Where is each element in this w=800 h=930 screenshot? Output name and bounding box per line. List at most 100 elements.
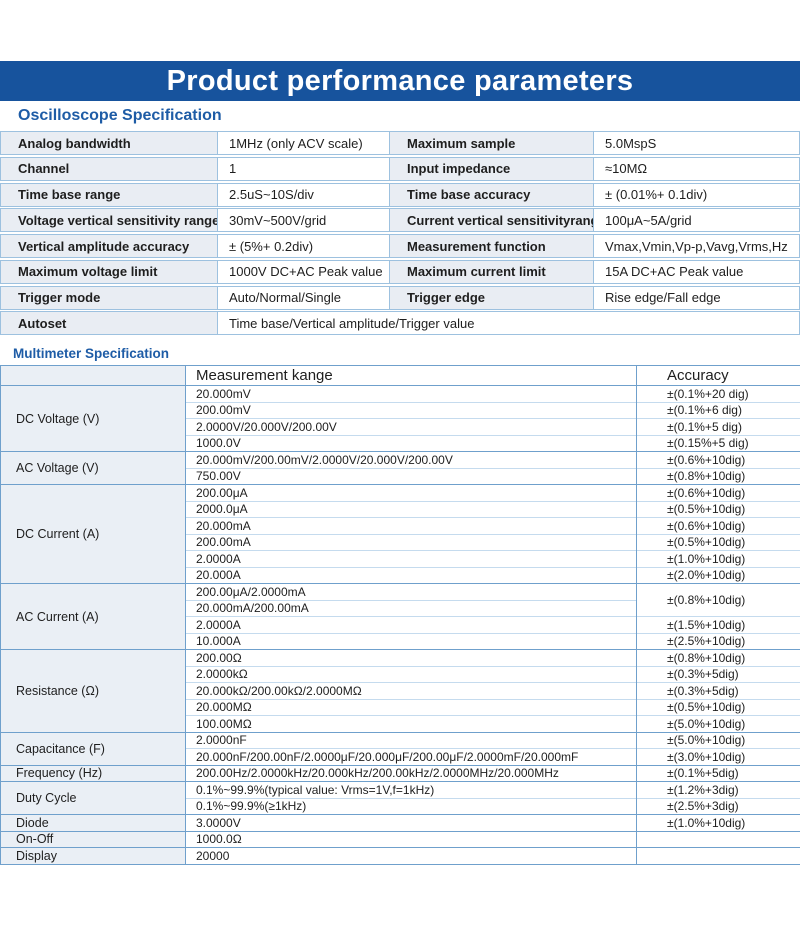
osc-spec-label: Input impedance <box>390 157 594 180</box>
mm-spec-row: 20.000A ±(2.0%+10dig) <box>1 566 800 584</box>
mm-group-label: Diode <box>0 814 186 831</box>
mm-accuracy-cell: ±(1.0%+10dig) <box>636 814 800 831</box>
mm-accuracy-cell: ±(0.1%+5 dig) <box>636 418 800 435</box>
mm-accuracy-cell: ±(0.8%+10dig) <box>636 467 800 485</box>
mm-range-cell: 0.1%~99.9%(typical value: Vrms=1V,f=1kHz… <box>185 781 637 798</box>
osc-spec-value: ± (0.01%+ 0.1div) <box>605 187 708 202</box>
mm-spec-row: 20.000MΩ ±(0.5%+10dig) <box>1 698 800 716</box>
osc-spec-value: Auto/Normal/Single <box>218 286 390 309</box>
mm-range-cell: 20.000mA <box>185 517 637 534</box>
mm-spec-row: 2.0000kΩ ±(0.3%+5dig) <box>1 665 800 683</box>
osc-spec-row: Autoset Time base/Vertical amplitude/Trig… <box>0 311 800 336</box>
mm-accuracy-cell <box>636 847 800 864</box>
mm-accuracy-cell: ±(0.1%+5dig) <box>636 764 800 782</box>
mm-accuracy-cell: ±(0.15%+5 dig) <box>636 434 800 452</box>
mm-accuracy-cell: ±(2.0%+10dig) <box>636 566 800 584</box>
mm-spec-row: Capacitance (F) 2.0000nF ±(5.0%+10dig) <box>0 731 800 765</box>
mm-group-label: Capacitance (F) <box>0 731 186 765</box>
oscilloscope-spec-table: Analog bandwidth 1MHz (only ACV scale) Max… <box>0 131 800 337</box>
mm-range-cell: 2.0000A <box>185 616 637 633</box>
mm-range-cell: 200.00μA/2.0000mA <box>185 583 637 600</box>
mm-header-empty <box>0 365 186 386</box>
osc-spec-label: Maximum current limit <box>390 260 594 283</box>
mm-accuracy-cell: ±(0.1%+20 dig) <box>636 385 800 402</box>
osc-spec-label: Analog bandwidth <box>1 132 218 154</box>
mm-accuracy-cell: ±(0.5%+10dig) <box>636 698 800 716</box>
mm-accuracy-cell: ±(0.3%+5dig) <box>636 665 800 683</box>
mm-accuracy-cell: ±(2.5%+3dig) <box>636 797 800 815</box>
mm-spec-row: On-Off 1000.0Ω <box>0 830 800 848</box>
mm-accuracy-cell: ±(0.8%+10dig) <box>636 583 800 617</box>
osc-spec-value: Rise edge/Fall edge <box>605 290 721 305</box>
mm-group-label: Resistance (Ω) <box>0 649 186 732</box>
mm-range-cell: 20.000nF/200.00nF/2.0000μF/20.000μF/200.… <box>185 748 637 765</box>
mm-accuracy-cell: ±(5.0%+10dig) <box>636 731 800 749</box>
mm-spec-row: Diode 3.0000V ±(1.0%+10dig) <box>0 814 800 831</box>
mm-range-cell: 20.000kΩ/200.00kΩ/2.0000MΩ <box>185 682 637 699</box>
osc-spec-row: Analog bandwidth 1MHz (only ACV scale) Max… <box>0 131 800 155</box>
mm-spec-row: 0.1%~99.9%(≥1kHz) ±(2.5%+3dig) <box>1 797 800 815</box>
mm-range-cell: 2.0000nF <box>185 731 637 749</box>
mm-spec-row: 20.000mA/200.00mA <box>1 599 800 617</box>
multimeter-table-header: Measurement kange Accuracy <box>0 365 800 386</box>
mm-spec-row: AC Voltage (V) 20.000mV/200.00mV/2.0000V/… <box>0 451 800 485</box>
osc-spec-value: 5.0MspS <box>605 135 657 151</box>
osc-spec-label: Measurement function <box>390 235 594 257</box>
mm-spec-row: 2000.0μA ±(0.5%+10dig) <box>1 500 800 518</box>
multimeter-section-title: Multimeter Specification <box>13 346 170 361</box>
mm-accuracy-cell <box>636 830 800 848</box>
mm-spec-row: 20.000kΩ/200.00kΩ/2.0000MΩ ±(0.3%+5dig) <box>1 682 800 699</box>
osc-spec-label: Vertical amplitude accuracy <box>1 235 218 257</box>
mm-header-range: Measurement kange <box>185 365 637 386</box>
osc-spec-value: 30mV~500V/grid <box>218 209 390 232</box>
mm-spec-row: 200.00mV ±(0.1%+6 dig) <box>1 401 800 419</box>
mm-spec-row: 20.000mA ±(0.6%+10dig) <box>1 517 800 534</box>
mm-group-label: AC Voltage (V) <box>0 451 186 485</box>
mm-accuracy-cell: ±(1.2%+3dig) <box>636 781 800 798</box>
mm-accuracy-cell: ±(0.5%+10dig) <box>636 533 800 551</box>
osc-spec-label: Time base range <box>1 183 218 206</box>
mm-range-cell: 1000.0Ω <box>185 830 637 848</box>
mm-accuracy-cell: ±(0.6%+10dig) <box>636 517 800 534</box>
mm-accuracy-cell: ±(3.0%+10dig) <box>636 748 800 765</box>
mm-spec-row: DC Current (A) 200.00μA ±(0.6%+10dig) <box>0 484 800 584</box>
mm-spec-row: 200.00mA ±(0.5%+10dig) <box>1 533 800 551</box>
mm-spec-row: 1000.0V ±(0.15%+5 dig) <box>1 434 800 452</box>
mm-accuracy-cell: ±(0.6%+10dig) <box>636 451 800 468</box>
osc-spec-label: Trigger mode <box>1 286 218 309</box>
mm-spec-row: DC Voltage (V) 20.000mV ±(0.1%+20 dig) <box>0 385 800 452</box>
mm-range-cell: 0.1%~99.9%(≥1kHz) <box>185 797 637 815</box>
oscilloscope-section-title: Oscilloscope Specification <box>18 107 222 124</box>
mm-spec-row: Resistance (Ω) 200.00Ω ±(0.8%+10dig) <box>0 649 800 732</box>
multimeter-spec-table: Measurement kange Accuracy DC Voltage (V)… <box>0 365 800 865</box>
mm-range-cell: 200.00Hz/2.0000kHz/20.000kHz/200.00kHz/2… <box>185 764 637 782</box>
mm-range-cell: 1000.0V <box>185 434 637 452</box>
mm-range-cell: 200.00μA <box>185 484 637 501</box>
osc-spec-value: 1MHz (only ACV scale) <box>218 132 390 154</box>
mm-spec-row: AC Current (A) 200.00μA/2.0000mA ±(0.8%+10… <box>0 583 800 650</box>
osc-spec-value: 1 <box>218 157 390 180</box>
mm-range-cell: 2.0000V/20.000V/200.00V <box>185 418 637 435</box>
osc-spec-value: 2.5uS~10S/div <box>218 183 390 206</box>
mm-range-cell: 2.0000kΩ <box>185 665 637 683</box>
osc-spec-value: Time base/Vertical amplitude/Trigger val… <box>229 315 475 331</box>
mm-range-cell: 20.000mV <box>185 385 637 402</box>
mm-range-cell: 100.00MΩ <box>185 715 637 732</box>
mm-accuracy-cell: ±(0.3%+5dig) <box>636 682 800 699</box>
mm-range-cell: 10.000A <box>185 632 637 650</box>
mm-group-label: Frequency (Hz) <box>0 764 186 782</box>
mm-accuracy-cell: ±(0.6%+10dig) <box>636 484 800 501</box>
mm-spec-row: 2.0000V/20.000V/200.00V ±(0.1%+5 dig) <box>1 418 800 435</box>
mm-range-cell: 3.0000V <box>185 814 637 831</box>
mm-spec-row: 10.000A ±(2.5%+10dig) <box>1 632 800 650</box>
osc-spec-label: Maximum voltage limit <box>1 260 218 283</box>
osc-spec-value: Vmax,Vmin,Vp-p,Vavg,Vrms,Hz <box>605 238 788 254</box>
mm-range-cell: 20.000MΩ <box>185 698 637 716</box>
mm-group-label: AC Current (A) <box>0 583 186 650</box>
osc-spec-row: Voltage vertical sensitivity range 30mV~5… <box>0 208 800 233</box>
mm-accuracy-cell: ±(1.0%+10dig) <box>636 550 800 567</box>
mm-range-cell: 2000.0μA <box>185 500 637 518</box>
mm-range-cell: 200.00mV <box>185 401 637 419</box>
osc-spec-row: Channel 1 Input impedance ≈10MΩ <box>0 156 800 181</box>
mm-spec-row: 2.0000A ±(1.0%+10dig) <box>1 550 800 567</box>
